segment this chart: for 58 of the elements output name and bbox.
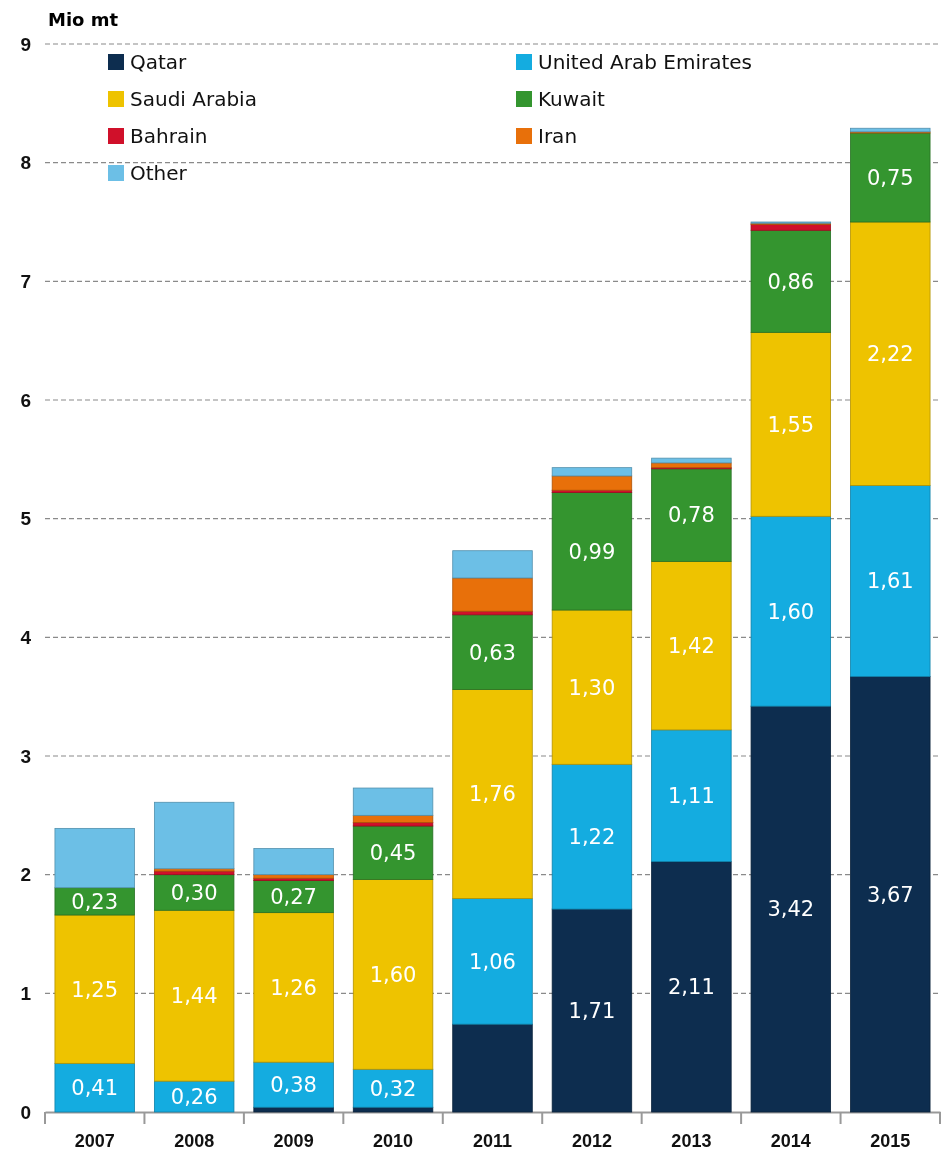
data-label: 1,42 [668,633,715,658]
data-label: 0,38 [270,1073,317,1098]
y-tick-label: 8 [20,152,31,174]
data-label: 1,22 [568,825,616,850]
data-label: 0,45 [369,841,417,866]
data-label: 0,78 [668,503,715,528]
data-label: 1,60 [767,599,815,624]
y-tick-label: 2 [20,864,31,886]
x-tick-label: 2010 [373,1130,414,1151]
data-label: 1,30 [568,675,616,700]
data-label: 0,86 [767,269,815,294]
data-label: 1,06 [469,949,516,974]
data-label: 3,42 [767,897,815,922]
legend-label: Kuwait [538,87,605,111]
data-label: 0,26 [170,1084,218,1109]
y-tick-label: 7 [20,270,31,292]
y-tick-label: 9 [20,33,31,55]
data-label: 1,55 [767,412,815,437]
y-tick-label: 4 [20,626,32,648]
data-label: 0,75 [866,165,914,190]
x-tick-label: 2014 [770,1130,811,1151]
x-tick-label: 2013 [671,1130,712,1151]
legend-label: Other [130,161,188,185]
y-axis-title: Mio mt [48,9,119,30]
y-tick-label: 6 [20,389,31,411]
data-label: 1,71 [568,998,616,1023]
data-label: 1,60 [369,962,417,987]
data-label: 1,26 [270,975,317,1000]
data-label: 0,32 [369,1076,417,1101]
legend-label: Iran [538,124,578,148]
legend-label: Bahrain [130,124,208,148]
x-tick-label: 2012 [571,1130,612,1151]
data-label: 1,25 [71,977,119,1002]
data-label: 0,63 [469,640,516,665]
data-label: 1,11 [668,784,715,809]
data-label: 0,30 [170,880,218,905]
data-label: 2,22 [866,342,914,367]
data-label: 1,61 [866,569,914,594]
x-tick-label: 2007 [74,1130,115,1151]
legend-label: Qatar [130,50,188,74]
data-label: 0,99 [568,539,616,564]
x-tick-label: 2008 [174,1130,215,1151]
legend-label: Saudi Arabia [130,87,257,111]
x-tick-label: 2009 [273,1130,314,1151]
data-label: 2,11 [668,975,715,1000]
data-label: 0,23 [71,889,119,914]
y-tick-label: 0 [20,1101,31,1123]
y-tick-label: 5 [20,508,32,530]
x-tick-label: 2011 [472,1130,513,1151]
data-label: 0,41 [71,1076,119,1101]
data-label: 3,67 [866,882,914,907]
legend-label: United Arab Emirates [538,50,753,74]
data-label: 0,27 [270,884,317,909]
x-tick-label: 2015 [870,1130,911,1151]
data-label: 1,44 [170,984,218,1009]
y-tick-label: 1 [20,982,32,1004]
y-tick-label: 3 [20,745,31,767]
data-label: 1,76 [469,782,516,807]
